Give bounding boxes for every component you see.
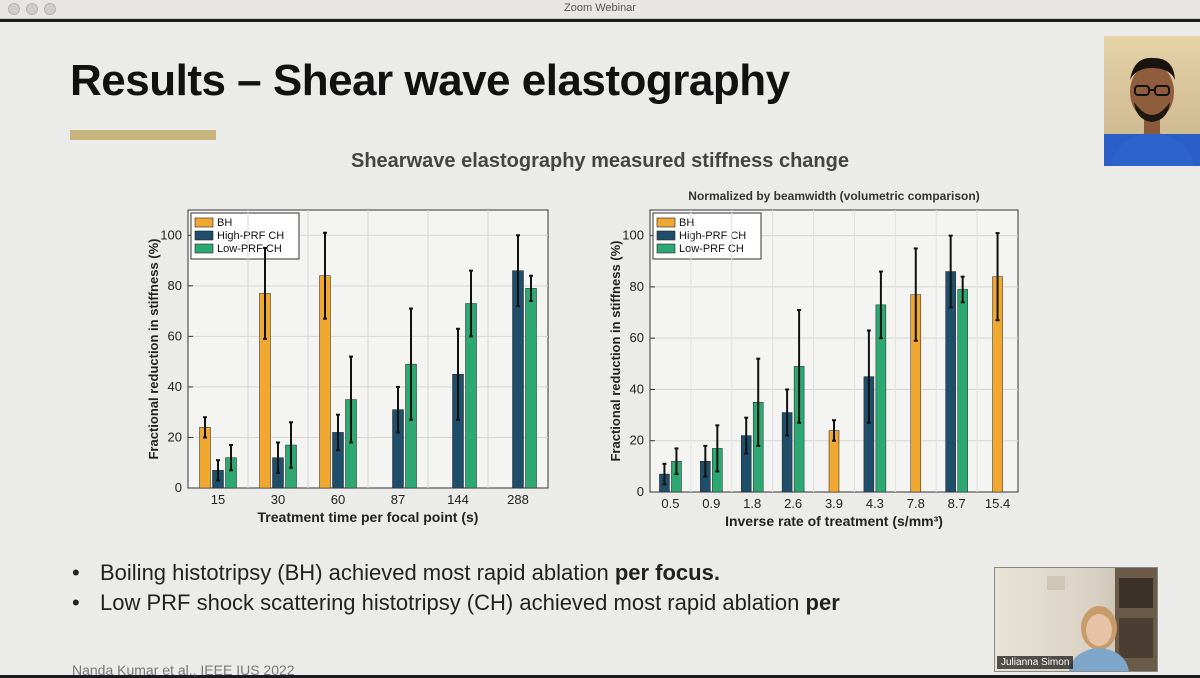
y-tick-label: 60 [630,330,644,345]
x-tick-label: 7.8 [907,496,925,511]
x-tick-label: 87 [391,492,405,507]
legend-entry: Low-PRF CH [217,243,282,255]
x-tick-label: 0.9 [702,496,720,511]
x-tick-label: 8.7 [948,496,966,511]
window-title: Zoom Webinar [564,2,636,14]
bullet-list: • Boiling histotripsy (BH) achieved most … [72,558,840,618]
person-avatar-icon [1104,57,1200,166]
bullet-text-bold: per [805,590,840,615]
legend-entry: BH [217,217,232,229]
x-tick-label: 4.3 [866,496,884,511]
y-tick-label: 80 [630,279,644,294]
bullet-marker: • [72,560,80,585]
bar [957,289,968,493]
legend-swatch [656,243,676,254]
legend-entry: High-PRF CH [217,230,284,242]
x-tick-label: 1.8 [743,496,761,511]
y-tick-label: 20 [168,429,182,444]
x-tick-label: 0.5 [661,496,679,511]
x-tick-label: 2.6 [784,496,802,511]
x-tick-label: 3.9 [825,496,843,511]
y-tick-label: 100 [622,228,644,243]
y-axis-label: Fractional reduction in stiffness (%) [608,240,623,461]
x-tick-label: 15.4 [985,496,1010,511]
participant-video-presenter[interactable] [1104,36,1200,166]
window-controls [8,3,56,15]
legend-entry: Low-PRF CH [679,243,744,255]
x-tick-label: 60 [331,492,345,507]
close-window-button[interactable] [8,3,20,15]
x-axis-label: Inverse rate of treatment (s/mm³) [725,513,943,529]
window-titlebar: Zoom Webinar [0,0,1200,19]
y-tick-label: 40 [168,379,182,394]
participant-video-julianna[interactable]: Julianna Simon [994,567,1158,672]
y-axis-label: Fractional reduction in stiffness (%) [146,238,161,459]
bullet-item: • Low PRF shock scattering histotripsy (C… [72,588,840,618]
legend-swatch [194,243,214,254]
y-tick-label: 80 [168,278,182,293]
bullet-item: • Boiling histotripsy (BH) achieved most … [72,558,840,588]
y-tick-label: 40 [630,381,644,396]
bullet-text-bold: per focus. [614,560,720,585]
legend-swatch [656,217,676,228]
legend-swatch [194,217,214,228]
bar [525,288,537,489]
chart-treatment-time: 0 20 40 60 80 100 Treatment time per focal poi… [146,209,549,525]
legend-entry: BH [679,217,694,229]
bullet-marker: • [72,590,80,615]
x-tick-label: 144 [447,492,469,507]
x-tick-label: 288 [507,492,529,507]
chart-title: Normalized by beamwidth (volumetric comp… [688,189,979,203]
y-tick-label: 60 [168,328,182,343]
person-avatar-icon [1047,568,1157,671]
chart-heading: Shearwave elastography measured stiffnes… [351,150,849,172]
citation: Nanda Kumar et al., IEEE IUS 2022 [72,662,295,678]
y-tick-label: 0 [175,480,182,495]
minimize-window-button[interactable] [26,3,38,15]
y-tick-label: 0 [637,484,644,499]
bullet-text: Low PRF shock scattering histotripsy (CH… [100,590,806,615]
bullet-text: Boiling histotripsy (BH) achieved most r… [100,560,615,585]
title-accent-bar [70,130,216,140]
maximize-window-button[interactable] [44,3,56,15]
legend-swatch [656,230,676,241]
x-tick-label: 30 [271,492,285,507]
y-tick-label: 20 [630,433,644,448]
legend-swatch [194,230,214,241]
legend-entry: High-PRF CH [679,230,746,242]
participant-name-tag: Julianna Simon [997,656,1074,669]
x-tick-label: 15 [211,492,225,507]
x-axis-label: Treatment time per focal point (s) [258,509,479,525]
slide-title: Results – Shear wave elastography [70,56,790,105]
chart-inverse-rate: 0 20 40 60 80 100 Inverse rate of treatment (s… [608,189,1019,529]
y-tick-label: 100 [160,227,182,242]
